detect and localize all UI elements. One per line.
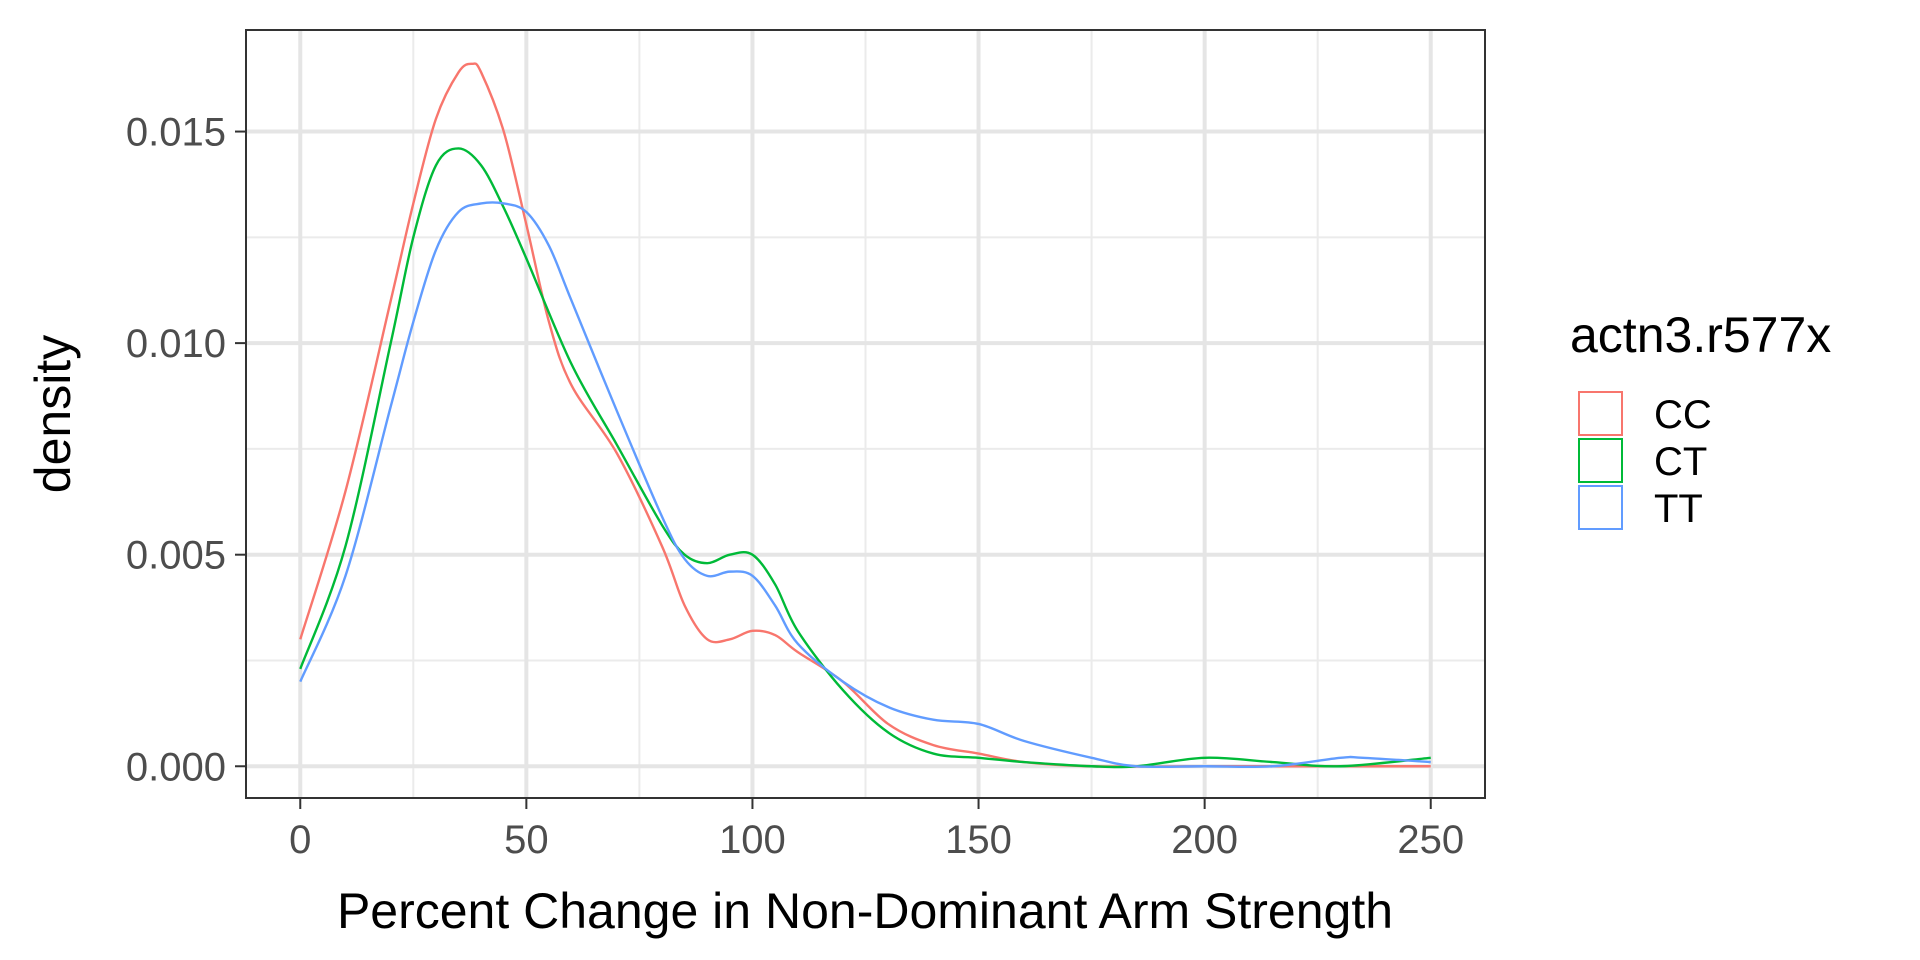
y-tick-label: 0.010 [126,322,226,366]
x-tick-label: 150 [945,818,1012,862]
x-tick-label: 250 [1397,818,1464,862]
x-tick-label: 50 [504,818,549,862]
major-gridlines [246,30,1485,798]
y-tick-label: 0.000 [126,745,226,789]
x-axis: 0 50 100 150 200 250 [289,798,1464,862]
legend-label-cc: CC [1654,393,1712,437]
density-curve-ct [299,147,1431,769]
x-tick-label: 200 [1171,818,1238,862]
plot-panel-border [245,29,1486,799]
x-tick-label: 0 [289,818,311,862]
density-curves [299,62,1431,769]
legend-title: actn3.r577x [1570,307,1831,363]
y-tick-label: 0.005 [126,534,226,578]
density-curve-tt [299,201,1431,769]
legend-label-ct: CT [1654,440,1707,484]
x-axis-title: Percent Change in Non-Dominant Arm Stren… [337,883,1393,939]
legend-label-tt: TT [1654,487,1703,531]
minor-gridlines [246,30,1485,798]
y-tick-label: 0.015 [126,111,226,155]
legend-key-ct [1578,438,1623,483]
x-tick-label: 100 [719,818,786,862]
legend-key-tt [1578,485,1623,530]
y-axis: 0.000 0.005 0.010 0.015 [126,111,246,789]
legend-key-cc [1578,391,1623,436]
y-axis-title: density [25,335,81,493]
